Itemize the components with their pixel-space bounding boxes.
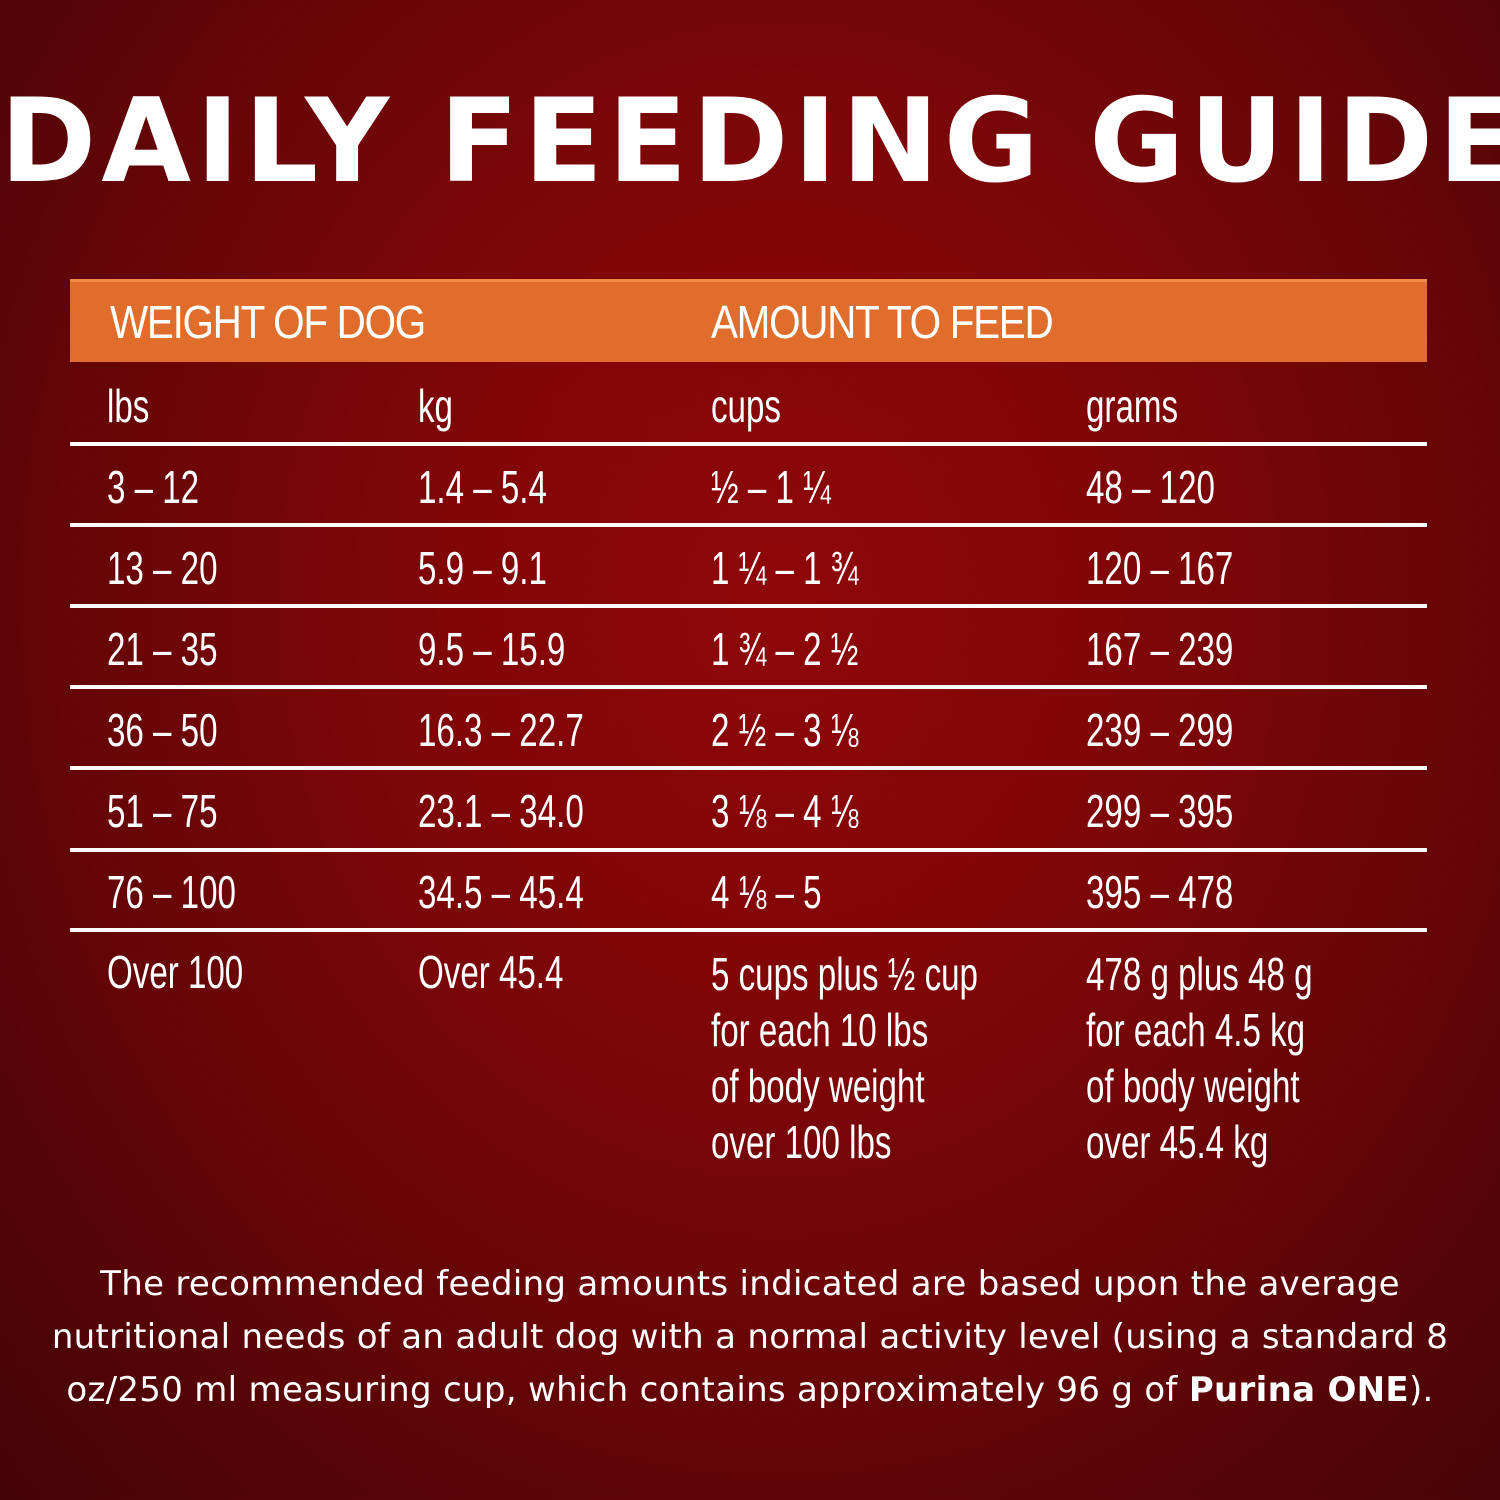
table-divider bbox=[70, 523, 1427, 527]
column-header-lbs: lbs bbox=[107, 380, 150, 432]
table-cell-lbs: 36 – 50 bbox=[107, 704, 218, 756]
table-cell-kg: 34.5 – 45.4 bbox=[418, 866, 584, 918]
table-cell-kg: 1.4 – 5.4 bbox=[418, 461, 547, 513]
weight-of-dog-header: WEIGHT OF DOG bbox=[110, 296, 426, 348]
table-cell-cups: ½ – 1 ¼ bbox=[711, 461, 831, 513]
table-cell-kg: 16.3 – 22.7 bbox=[418, 704, 584, 756]
table-cell-cups: 3 ⅛ – 4 ⅛ bbox=[711, 785, 859, 837]
table-cell-grams-over-100: 478 g plus 48 g for each 4.5 kg of body … bbox=[1086, 948, 1313, 1168]
table-cell-cups: 1 ¼ – 1 ¾ bbox=[711, 542, 859, 594]
page-title: DAILY FEEDING GUIDE bbox=[0, 74, 1500, 209]
table-header-band: WEIGHT OF DOG AMOUNT TO FEED bbox=[70, 279, 1427, 362]
footnote-end: ). bbox=[1408, 1370, 1434, 1410]
table-cell-grams: 395 – 478 bbox=[1086, 866, 1234, 918]
table-cell-lbs: 51 – 75 bbox=[107, 785, 218, 837]
table-cell-cups: 4 ⅛ – 5 bbox=[711, 866, 822, 918]
table-cell-kg: Over 45.4 bbox=[418, 946, 564, 998]
table-cell-lbs: 21 – 35 bbox=[107, 623, 218, 675]
feeding-footnote: The recommended feeding amounts indicate… bbox=[40, 1258, 1460, 1417]
table-cell-lbs: Over 100 bbox=[107, 946, 244, 998]
table-cell-grams: 239 – 299 bbox=[1086, 704, 1234, 756]
table-cell-lbs: 76 – 100 bbox=[107, 866, 236, 918]
brand-name: Purina ONE bbox=[1188, 1370, 1409, 1410]
table-cell-grams: 48 – 120 bbox=[1086, 461, 1215, 513]
table-cell-kg: 23.1 – 34.0 bbox=[418, 785, 584, 837]
footnote-text: The recommended feeding amounts indicate… bbox=[51, 1264, 1449, 1410]
table-cell-kg: 5.9 – 9.1 bbox=[418, 542, 547, 594]
table-cell-cups: 1 ¾ – 2 ½ bbox=[711, 623, 859, 675]
table-divider bbox=[70, 848, 1427, 852]
table-cell-lbs: 13 – 20 bbox=[107, 542, 218, 594]
table-cell-kg: 9.5 – 15.9 bbox=[418, 623, 566, 675]
table-cell-grams: 120 – 167 bbox=[1086, 542, 1234, 594]
table-divider bbox=[70, 928, 1427, 932]
column-header-grams: grams bbox=[1086, 380, 1179, 432]
column-header-cups: cups bbox=[711, 380, 781, 432]
table-cell-cups: 2 ½ – 3 ⅛ bbox=[711, 704, 859, 756]
table-divider bbox=[70, 685, 1427, 689]
table-cell-grams: 299 – 395 bbox=[1086, 785, 1234, 837]
amount-to-feed-header: AMOUNT TO FEED bbox=[711, 296, 1054, 348]
table-cell-cups-over-100: 5 cups plus ½ cup for each 10 lbs of bod… bbox=[711, 948, 978, 1168]
table-divider bbox=[70, 604, 1427, 608]
table-divider bbox=[70, 766, 1427, 770]
table-cell-lbs: 3 – 12 bbox=[107, 461, 200, 513]
table-divider bbox=[70, 442, 1427, 446]
table-cell-grams: 167 – 239 bbox=[1086, 623, 1234, 675]
column-header-kg: kg bbox=[418, 380, 453, 432]
